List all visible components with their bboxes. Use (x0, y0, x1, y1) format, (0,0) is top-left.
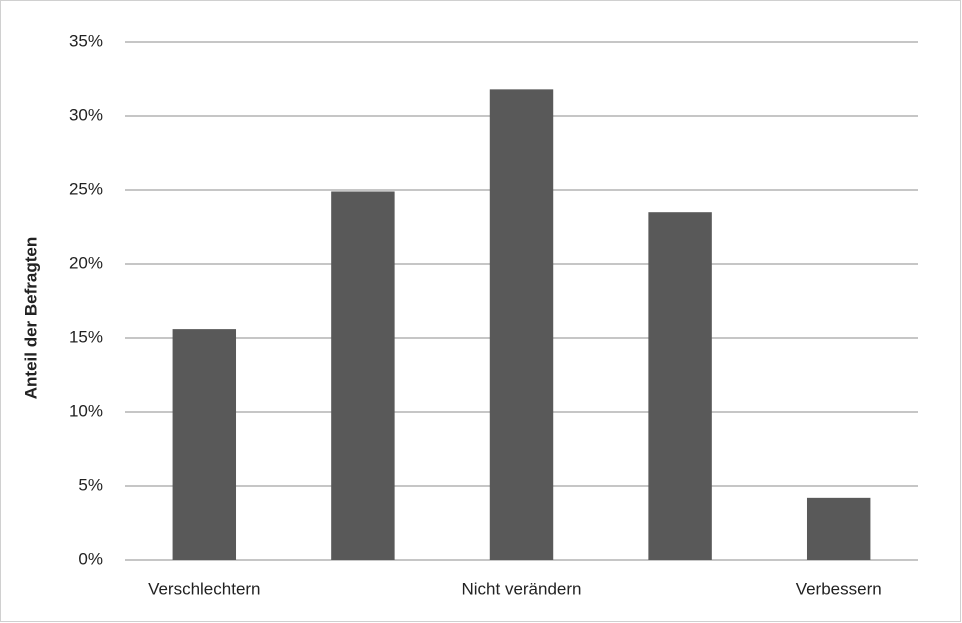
bar (648, 212, 712, 560)
y-tick-label: 5% (78, 475, 103, 494)
y-tick-label: 15% (69, 327, 103, 346)
y-tick-label: 30% (69, 105, 103, 124)
y-tick-label: 35% (69, 31, 103, 50)
bar (331, 191, 395, 561)
y-axis-title: Anteil der Befragten (21, 237, 40, 399)
y-tick-label: 20% (69, 253, 103, 272)
y-tick-label: 10% (69, 401, 103, 420)
x-tick-label: Nicht verändern (461, 579, 581, 598)
x-tick-label: Verschlechtern (148, 579, 260, 598)
bar (172, 329, 237, 560)
bar (806, 497, 871, 560)
bar (489, 89, 554, 561)
x-tick-label: Verbessern (796, 579, 882, 598)
y-tick-label: 25% (69, 179, 103, 198)
y-tick-label: 0% (78, 549, 103, 568)
